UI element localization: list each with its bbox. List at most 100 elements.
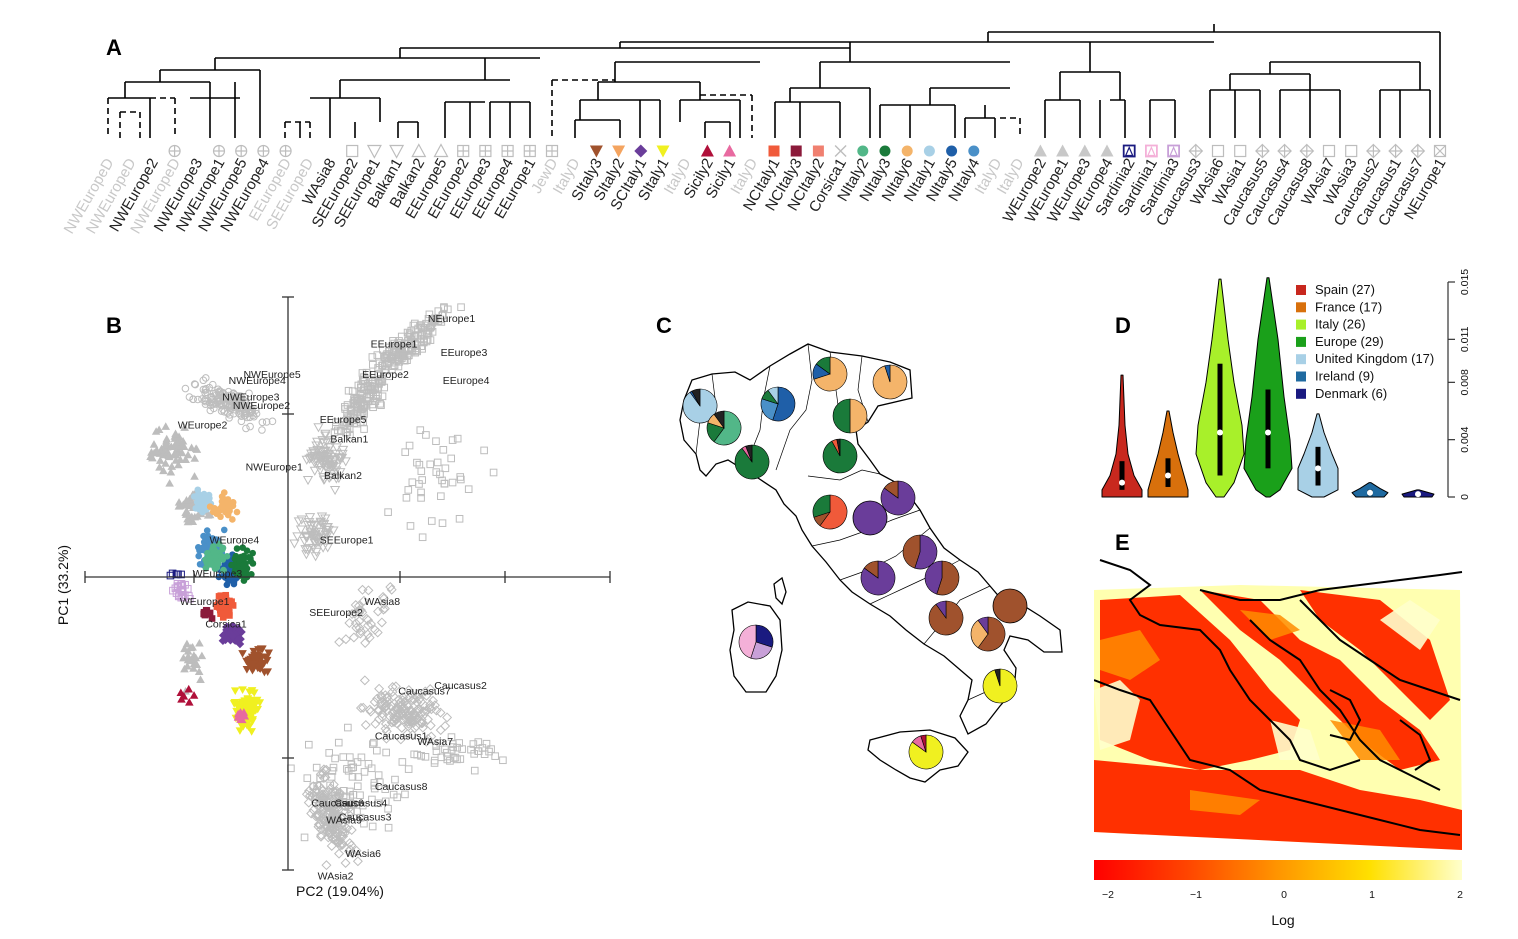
colorbar-tick-label: 1 xyxy=(1369,889,1375,901)
pca-label: SEEurope1 xyxy=(320,534,374,546)
pca-cluster xyxy=(200,606,216,622)
leaf-symbol xyxy=(1167,144,1180,158)
y-tick-label: 0 xyxy=(1459,494,1471,500)
pca-label: WEurope3 xyxy=(193,568,243,580)
colorbar-ticks: −2 −1 0 1 2 xyxy=(1102,889,1463,901)
leaf-symbol xyxy=(257,144,270,158)
pca-cluster xyxy=(287,723,413,842)
dendrogram-dashed-branches xyxy=(107,79,1021,138)
pca-cluster xyxy=(218,621,246,649)
legend-label: Denmark (6) xyxy=(1315,386,1387,401)
panel-label-a: A xyxy=(106,35,122,60)
legend-label: Italy (26) xyxy=(1315,317,1366,332)
legend-item: United Kingdom (17) xyxy=(1296,351,1434,366)
pca-label: WAsia6 xyxy=(345,848,381,860)
leaf-symbol xyxy=(235,144,248,158)
leaf-symbol xyxy=(656,145,670,158)
pca-label: WEurope1 xyxy=(180,596,230,608)
pca-label: Caucasus6 xyxy=(311,798,364,810)
region-pie xyxy=(682,388,718,424)
leaf-symbol xyxy=(768,145,780,157)
region-pie xyxy=(970,616,1006,652)
pca-label: WAsia8 xyxy=(364,596,400,608)
pca-cluster xyxy=(228,544,257,584)
pca-label: Caucasus8 xyxy=(375,781,428,793)
pca-label: Balkan2 xyxy=(324,470,362,482)
leaf-symbol xyxy=(366,144,382,159)
violin xyxy=(1351,482,1389,498)
region-pie xyxy=(738,624,774,660)
region-pie xyxy=(812,356,848,392)
leaf-symbol xyxy=(968,145,980,157)
leaf-symbol xyxy=(1345,144,1358,158)
leaf-symbol xyxy=(212,144,226,158)
leaf-symbol xyxy=(1188,143,1204,159)
pca-label: Caucasus4 xyxy=(335,798,388,810)
region-pie xyxy=(982,668,1018,704)
pca-cluster xyxy=(384,426,498,542)
violin-panel: 0 0.004 0.008 0.011 0.015 Spain (27) France (… xyxy=(1101,269,1471,500)
dendrogram-panel: NWEuropeDNWEuropeDNWEurope2NWEuropeDNWEu… xyxy=(61,24,1449,237)
leaf-symbol xyxy=(790,145,802,157)
pca-label: Caucasus7 xyxy=(398,686,451,698)
leaf-symbol xyxy=(279,144,292,158)
leaf-symbol xyxy=(1277,143,1292,159)
pca-cluster xyxy=(179,638,207,695)
legend-item: France (17) xyxy=(1296,299,1382,314)
colorbar xyxy=(1094,860,1462,880)
region-pie xyxy=(852,500,888,536)
pca-cluster xyxy=(301,423,351,496)
pca-label: NEurope1 xyxy=(428,313,475,325)
y-tick-label: 0.008 xyxy=(1459,369,1471,395)
leaf-symbol xyxy=(589,145,603,158)
pca-cluster xyxy=(289,512,339,562)
leaf-symbol xyxy=(1410,143,1426,159)
pca-label: EEurope5 xyxy=(320,414,367,426)
leaf-symbol xyxy=(411,143,427,158)
legend-item: Europe (29) xyxy=(1296,334,1384,349)
panel-label-c: C xyxy=(656,313,672,338)
violin xyxy=(1297,413,1339,498)
colorbar-tick-label: −1 xyxy=(1190,889,1202,901)
leaf-symbol xyxy=(1299,143,1315,159)
leaf-symbol xyxy=(501,144,514,158)
legend-item: Denmark (6) xyxy=(1296,386,1387,401)
panel-label-d: D xyxy=(1115,313,1131,338)
pca-label: WAsia7 xyxy=(417,736,453,748)
pca-label: Balkan1 xyxy=(330,434,368,446)
leaf-symbol xyxy=(857,145,869,157)
region-pie xyxy=(812,494,848,530)
violin-shapes xyxy=(1101,277,1435,498)
leaf-symbol xyxy=(812,145,824,157)
region-pie xyxy=(706,410,742,446)
leaf-symbol xyxy=(523,144,536,158)
heatmap-cool-zones xyxy=(1094,600,1440,760)
leaf-symbol xyxy=(879,145,891,157)
pca-point-clouds xyxy=(146,303,507,871)
pca-label: EEurope3 xyxy=(441,347,488,359)
colorbar-label: Log xyxy=(1271,912,1294,928)
pca-population-labels: NEurope1 EEurope1 EEurope3 EEurope2 EEurope4… xyxy=(178,313,490,882)
heatmap-warm-zones xyxy=(1100,610,1400,815)
leaf-symbol xyxy=(634,144,648,158)
region-pie xyxy=(822,438,858,474)
pca-cluster xyxy=(190,486,215,516)
pca-panel: NEurope1 EEurope1 EEurope3 EEurope2 EEurope4… xyxy=(55,296,611,899)
heatmap-coastlines xyxy=(1094,559,1463,836)
region-pie xyxy=(832,398,868,434)
violin xyxy=(1243,277,1293,498)
pca-label: NWEurope3 xyxy=(222,392,279,404)
colorbar-tick-label: −2 xyxy=(1102,889,1114,901)
heatmap-area xyxy=(1094,555,1470,850)
leaf-symbol xyxy=(834,145,847,157)
leaf-symbol xyxy=(389,144,405,159)
region-pie xyxy=(872,364,908,400)
leaf-symbol xyxy=(923,145,935,157)
leaf-symbol xyxy=(946,145,958,157)
y-tick-label: 0.011 xyxy=(1459,326,1471,352)
heatmap-panel: −2 −1 0 1 2 Log xyxy=(1094,555,1470,928)
region-pie xyxy=(880,480,916,516)
pca-label: WAsia2 xyxy=(318,870,354,882)
pca-label: WEurope2 xyxy=(178,420,228,432)
